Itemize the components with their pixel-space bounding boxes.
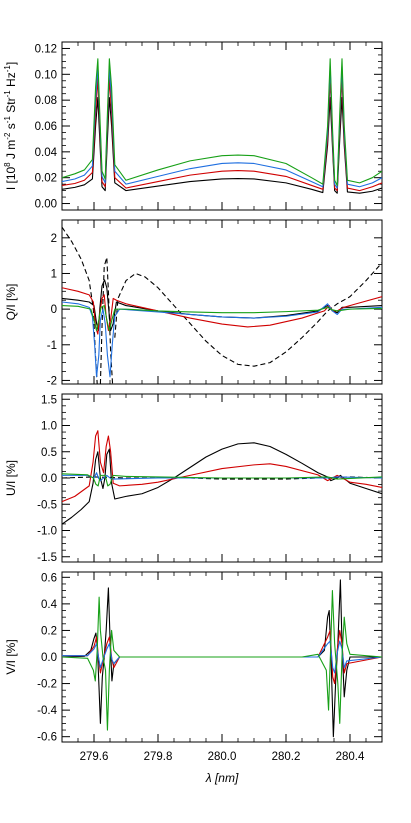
u-ytick-label: -1.5 bbox=[37, 552, 57, 564]
panel-q-frame bbox=[61, 219, 383, 385]
panel-intensity-curves bbox=[62, 58, 382, 194]
v-ytick-label: -0.6 bbox=[37, 732, 57, 744]
u-ytick-label: -1.0 bbox=[37, 526, 57, 538]
intensity-ytick-label: 0.04 bbox=[35, 147, 58, 159]
panel-v-xticklabels: 279.6 279.8 280.0 280.2 280.4 bbox=[80, 751, 365, 763]
panel-q-ylabel: Q/I [%] bbox=[4, 284, 18, 321]
q-series-line bbox=[62, 305, 382, 332]
u-series-line bbox=[62, 472, 382, 482]
xtick-label: 280.4 bbox=[336, 751, 365, 763]
panel-v-xticks bbox=[61, 572, 383, 742]
panel-q-yticks: -2 -1 0 1 2 bbox=[47, 233, 382, 387]
v-ytick-label: 0.4 bbox=[41, 599, 58, 611]
panel-v-curves bbox=[62, 579, 382, 738]
u-ytick-label: 1.0 bbox=[41, 421, 57, 433]
panel-q-xticks bbox=[61, 220, 383, 384]
u-series-line bbox=[62, 430, 382, 503]
panel-u-curves bbox=[62, 430, 382, 525]
panel-q: -2 -1 0 1 2 Q/I [%] bbox=[4, 219, 383, 387]
intensity-ytick-label: 0.02 bbox=[35, 173, 57, 185]
v-ytick-label: -0.4 bbox=[37, 705, 57, 717]
q-ytick-label: -1 bbox=[47, 340, 57, 352]
v-series-line bbox=[62, 590, 382, 731]
u-series-line bbox=[62, 442, 382, 525]
q-ytick-label: 0 bbox=[51, 304, 57, 316]
q-ytick-label: 1 bbox=[51, 268, 57, 280]
q-ytick-label: -2 bbox=[47, 375, 57, 387]
u-series-line bbox=[62, 473, 382, 487]
panel-intensity-xticks bbox=[61, 42, 383, 210]
panel-u-yticks: -1.5 -1.0 -0.5 0.0 0.5 1.0 1.5 bbox=[37, 394, 382, 564]
panel-v-ylabel: V/I [%] bbox=[4, 639, 18, 674]
u-ytick-label: 0.5 bbox=[41, 447, 57, 459]
panel-u: -1.5 -1.0 -0.5 0.0 0.5 1.0 1.5 U/I [%] bbox=[4, 393, 383, 564]
q-ytick-label: 2 bbox=[51, 233, 57, 245]
panel-intensity-ylabel: I [108 J m-2 s-1 Str-1 Hz-1] bbox=[3, 62, 18, 190]
intensity-ytick-label: 0.10 bbox=[35, 69, 57, 81]
x-axis-label: λ [nm] bbox=[205, 771, 239, 785]
q-series-line bbox=[114, 262, 382, 367]
u-ytick-label: 0.0 bbox=[41, 473, 57, 485]
v-ytick-label: 0.2 bbox=[41, 625, 57, 637]
v-ytick-label: 0.0 bbox=[41, 652, 57, 664]
q-series-line bbox=[99, 256, 114, 384]
panel-u-xticks bbox=[61, 394, 383, 562]
panel-q-curves bbox=[62, 226, 382, 384]
xtick-label: 280.0 bbox=[208, 751, 237, 763]
panel-u-ylabel: U/I [%] bbox=[4, 460, 18, 496]
v-ytick-label: 0.6 bbox=[41, 572, 57, 584]
xtick-label: 280.2 bbox=[272, 751, 301, 763]
u-ytick-label: 1.5 bbox=[41, 394, 57, 406]
intensity-series-line bbox=[62, 97, 382, 194]
panel-v: -0.6 -0.4 -0.2 0.0 0.2 0.4 0.6 279.6 279.8 280.0… bbox=[4, 571, 383, 785]
intensity-ytick-label: 0.00 bbox=[35, 199, 57, 211]
intensity-ytick-label: 0.06 bbox=[35, 121, 57, 133]
v-ytick-label: -0.2 bbox=[37, 679, 57, 691]
xtick-label: 279.8 bbox=[144, 751, 173, 763]
panel-intensity: 0.00 0.02 0.04 0.06 0.08 0.10 0.12 I [108 J m-… bbox=[3, 41, 383, 211]
panel-intensity-yticks: 0.00 0.02 0.04 0.06 0.08 0.10 0.12 bbox=[35, 43, 382, 211]
intensity-ytick-label: 0.08 bbox=[35, 95, 57, 107]
intensity-ytick-label: 0.12 bbox=[35, 43, 57, 55]
intensity-series-line bbox=[62, 58, 382, 186]
u-ytick-label: -0.5 bbox=[37, 499, 57, 511]
panel-v-yticks: -0.6 -0.4 -0.2 0.0 0.2 0.4 0.6 bbox=[37, 572, 382, 744]
xtick-label: 279.6 bbox=[80, 751, 109, 763]
